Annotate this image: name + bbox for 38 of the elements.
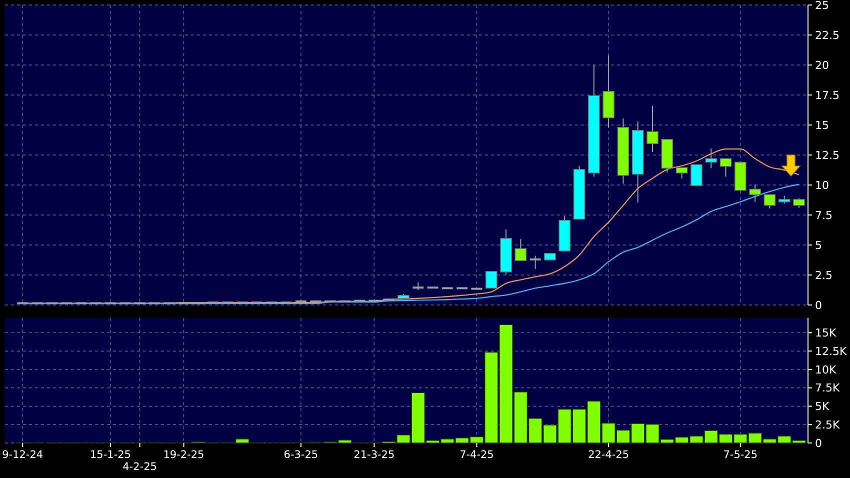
y-tick-label: 7.5K: [815, 382, 840, 395]
y-tick-label: 2.5: [815, 268, 832, 282]
candlestick: [676, 167, 688, 179]
x-tick-label: 7-5-25: [723, 449, 758, 461]
candlestick: [793, 198, 805, 208]
y-tick-label: 10: [815, 178, 829, 192]
x-tick-label: 22-4-25: [588, 449, 630, 461]
candlestick: [705, 148, 717, 169]
y-tick-label: 0: [815, 298, 822, 312]
candlestick: [646, 105, 658, 152]
y-tick-label: 15: [815, 118, 829, 132]
y-tick-label: 17.5: [815, 88, 840, 102]
y-tick-label: 7.5: [815, 208, 832, 222]
candlestick: [514, 238, 527, 262]
candlestick: [749, 184, 761, 202]
y-tick-label: 10K: [815, 363, 837, 376]
x-tick-label: 21-3-25: [354, 449, 395, 461]
y-tick-label: 5: [815, 238, 822, 252]
candlestick: [764, 194, 776, 209]
x-tick-label: 15-1-25: [90, 449, 131, 461]
x-tick-label: 4-2-25: [122, 461, 157, 473]
candlestick: [690, 164, 702, 186]
candlestick: [530, 255, 541, 270]
y-tick-label: 12.5: [815, 148, 840, 162]
candlestick: [485, 271, 498, 289]
y-tick-label: 0: [815, 436, 822, 450]
y-tick-label: 20: [815, 58, 829, 72]
y-tick-label: 25: [815, 0, 829, 12]
y-tick-label: 12.5K: [815, 344, 848, 358]
y-tick-label: 2.5K: [815, 418, 840, 432]
y-tick-label: 15K: [815, 326, 837, 340]
x-tick-label: 7-4-25: [460, 449, 494, 461]
candlestick: [720, 158, 732, 178]
y-tick-label: 5K: [815, 400, 830, 414]
y-tick-label: 22.5: [815, 28, 840, 42]
x-tick-label: 19-2-25: [163, 449, 204, 461]
x-tick-label: 6-3-25: [284, 449, 318, 461]
x-tick-label: 9-12-24: [2, 449, 44, 461]
